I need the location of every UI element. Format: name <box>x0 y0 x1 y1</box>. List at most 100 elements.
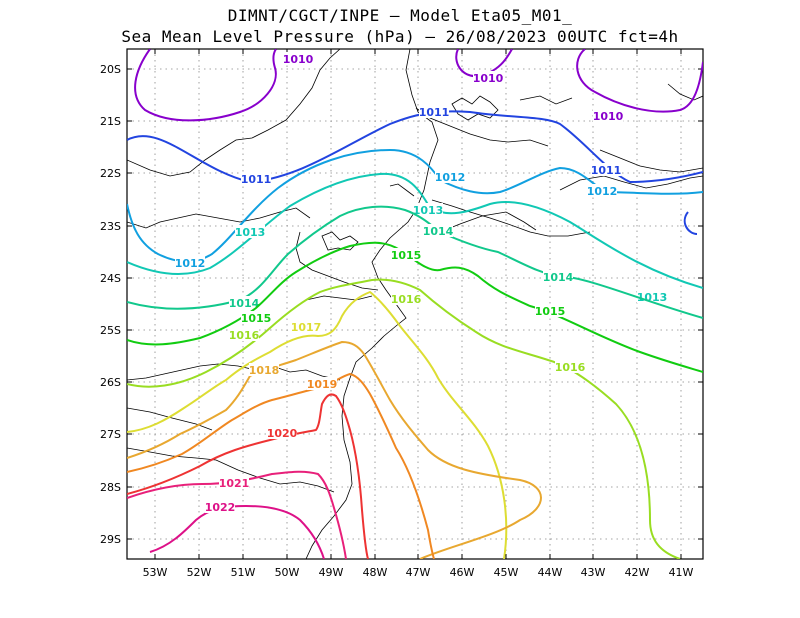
isobar-label: 1015 <box>391 249 422 262</box>
isobar-1017: 1017 <box>127 291 508 559</box>
lon-label: 43W <box>581 566 606 579</box>
lat-label: 27S <box>100 428 121 441</box>
isobar-label: 1019 <box>307 378 338 391</box>
isobar-label-bg <box>291 320 321 333</box>
lon-label: 51W <box>231 566 256 579</box>
lat-label: 24S <box>100 272 121 285</box>
isobar-label: 1011 <box>241 173 272 186</box>
isobar-1016: 1016 1016 1016 <box>127 278 681 559</box>
lon-label: 52W <box>187 566 212 579</box>
isobar-label-bg <box>249 363 279 376</box>
lat-label: 21S <box>100 115 121 128</box>
lon-label: 47W <box>406 566 431 579</box>
isobar-label-bg <box>535 304 565 317</box>
isobar-line <box>683 211 698 235</box>
isobars: 1010101010101011101110111012101210121013… <box>127 49 703 559</box>
isobar-label: 1012 <box>587 185 618 198</box>
lon-label: 48W <box>363 566 388 579</box>
isobar-label-bg <box>241 311 271 324</box>
isobar-label-bg <box>307 377 337 390</box>
isobar-label-bg <box>591 163 621 176</box>
isobar-label-bg <box>267 426 297 439</box>
lon-label: 46W <box>450 566 475 579</box>
lat-label: 25S <box>100 324 121 337</box>
isobar-label: 1011 <box>419 106 450 119</box>
isobar-label: 1013 <box>413 204 444 217</box>
isobar-label-bg <box>241 172 271 185</box>
chart-title-line1: DIMNT/CGCT/INPE – Model Eta05_M01_ <box>227 6 573 25</box>
isobar-label-bg <box>413 203 443 216</box>
isobar-line <box>127 341 542 559</box>
lat-label: 23S <box>100 220 121 233</box>
isobar-line <box>127 470 347 559</box>
isobar-1011: 1011 1011 1011 <box>127 105 703 235</box>
lon-label: 49W <box>319 566 344 579</box>
isobar-1020: 1020 <box>127 393 369 559</box>
isobar-label-bg <box>175 256 205 269</box>
chart-title-line2: Sea Mean Level Pressure (hPa) – 26/08/20… <box>121 27 679 46</box>
isobar-label: 1014 <box>543 271 574 284</box>
isobar-label-bg <box>587 184 617 197</box>
isobar-label: 1016 <box>555 361 586 374</box>
isobar-label: 1017 <box>291 321 322 334</box>
isobar-line <box>127 172 703 289</box>
isobar-label-bg <box>555 360 585 373</box>
isobar-line <box>127 393 369 559</box>
isobar-label-bg <box>473 71 503 84</box>
isobar-label-bg <box>391 248 421 261</box>
lat-label: 29S <box>100 533 121 546</box>
isobar-label: 1014 <box>423 225 454 238</box>
isobar-label: 1015 <box>535 305 566 318</box>
isobar-label: 1010 <box>593 110 624 123</box>
isobar-label-bg <box>543 270 573 283</box>
isobar-label: 1013 <box>235 226 266 239</box>
isobar-label: 1010 <box>283 53 314 66</box>
lat-label: 26S <box>100 376 121 389</box>
isobar-label: 1010 <box>473 72 504 85</box>
isobar-line <box>576 49 703 113</box>
isobar-label-bg <box>235 225 265 238</box>
isobar-line <box>134 49 277 122</box>
isobar-label: 1016 <box>229 329 260 342</box>
isobar-label: 1022 <box>205 501 236 514</box>
isobar-1021: 1021 <box>127 470 347 559</box>
isobar-label: 1020 <box>267 427 298 440</box>
isobar-label: 1012 <box>175 257 206 270</box>
isobar-label-bg <box>229 296 259 309</box>
isobar-label: 1021 <box>219 477 250 490</box>
isobar-label-bg <box>229 328 259 341</box>
isobar-label-bg <box>205 500 235 513</box>
lon-label: 50W <box>275 566 300 579</box>
isobar-label: 1015 <box>241 312 272 325</box>
isobar-label: 1011 <box>591 164 622 177</box>
isobar-label-bg <box>283 52 313 65</box>
isobar-label-bg <box>423 224 453 237</box>
isobar-1015: 1015 1015 1015 <box>127 241 703 373</box>
isobar-1019: 1019 <box>127 373 435 559</box>
isobar-1013: 1013 1013 1013 <box>127 172 703 304</box>
lon-label: 53W <box>143 566 168 579</box>
isobar-label-bg <box>435 170 465 183</box>
lat-label: 28S <box>100 481 121 494</box>
axis-ticks: 20S 21S 22S 23S 24S 25S 26S 27S 28S 29S 53W 52W 51W 5… <box>100 49 703 579</box>
isobar-1010: 1010 1010 1010 <box>134 49 703 123</box>
coastline-borders <box>127 49 703 559</box>
isobar-label-bg <box>419 105 449 118</box>
lat-label: 22S <box>100 167 121 180</box>
lon-label: 41W <box>669 566 694 579</box>
isobar-label: 1013 <box>637 291 668 304</box>
isobar-line <box>127 110 703 183</box>
isobar-label-bg <box>219 476 249 489</box>
isobar-1018: 1018 <box>127 341 542 559</box>
isobar-line <box>149 505 325 559</box>
isobar-label-bg <box>391 292 421 305</box>
isobar-1012: 1012 1012 1012 <box>127 149 703 270</box>
isobar-line <box>127 291 508 559</box>
isobar-line <box>127 278 681 559</box>
lon-label: 42W <box>625 566 650 579</box>
isobar-label: 1016 <box>391 293 422 306</box>
isobar-1014: 1014 1014 1014 <box>127 205 703 319</box>
isobar-label: 1014 <box>229 297 260 310</box>
lon-label: 44W <box>538 566 563 579</box>
